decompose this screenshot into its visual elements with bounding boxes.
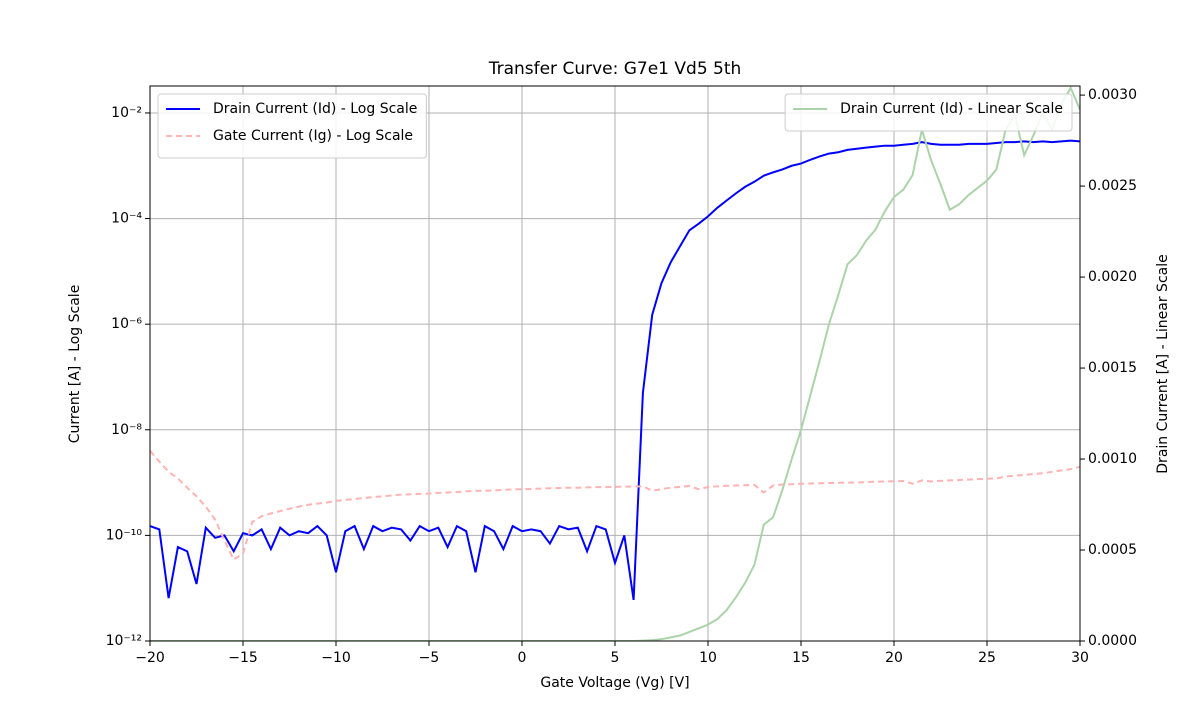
chart-title: Transfer Curve: G7e1 Vd5 5th xyxy=(488,59,742,79)
legend-label: Gate Current (Ig) - Log Scale xyxy=(213,128,413,144)
legend-label: Drain Current (Id) - Linear Scale xyxy=(840,101,1063,117)
x-tick-label: 20 xyxy=(885,650,903,666)
y2-tick-label: 0.0015 xyxy=(1088,360,1137,376)
y2-tick-label: 0.0030 xyxy=(1088,87,1137,103)
x-tick-label: −20 xyxy=(135,650,165,666)
x-tick-label: 5 xyxy=(611,650,620,666)
legend: Drain Current (Id) - Linear Scale xyxy=(784,93,1073,132)
y-tick-label: 10⁻⁸ xyxy=(111,422,142,438)
y2-tick-label: 0.0010 xyxy=(1088,451,1137,467)
y2-tick-label: 0.0000 xyxy=(1088,633,1137,649)
y-tick-label: 10⁻⁶ xyxy=(111,316,142,332)
data-line xyxy=(150,86,1080,641)
x-tick-label: 10 xyxy=(699,650,717,666)
y2-tick-label: 0.0025 xyxy=(1088,178,1137,194)
x-tick-label: 0 xyxy=(518,650,527,666)
legend-box xyxy=(784,93,1073,132)
y-tick-label: 10⁻¹⁰ xyxy=(106,527,143,543)
y2-tick-label: 0.0005 xyxy=(1088,542,1137,558)
x-tick-label: −10 xyxy=(321,650,351,666)
x-tick-label: −5 xyxy=(419,650,440,666)
y-tick-label: 10⁻² xyxy=(111,105,142,121)
x-tick-label: 25 xyxy=(978,650,996,666)
y2-tick-label: 0.0020 xyxy=(1088,269,1137,285)
y-tick-label: 10⁻¹² xyxy=(106,633,142,649)
x-tick-label: 30 xyxy=(1071,650,1089,666)
x-axis-label: Gate Voltage (Vg) [V] xyxy=(540,675,689,691)
legend-box xyxy=(157,93,427,159)
x-tick-label: −15 xyxy=(228,650,258,666)
y-axis-label: Current [A] - Log Scale xyxy=(67,285,83,444)
legend: Drain Current (Id) - Log Scale Gate Curre… xyxy=(157,93,427,159)
legend-label: Drain Current (Id) - Log Scale xyxy=(213,101,417,117)
y2-axis-label: Drain Current [A] - Linear Scale xyxy=(1155,254,1171,473)
y-tick-label: 10⁻⁴ xyxy=(111,211,142,227)
x-tick-label: 15 xyxy=(792,650,810,666)
plot-frame xyxy=(149,85,1081,642)
